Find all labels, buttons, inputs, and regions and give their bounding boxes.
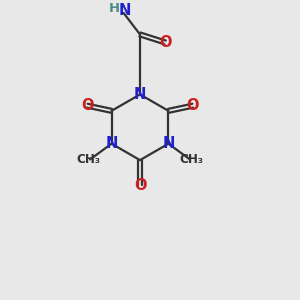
Text: CH₃: CH₃ [77, 153, 101, 166]
Text: O: O [187, 98, 199, 113]
Text: H: H [109, 2, 120, 15]
Text: N: N [134, 87, 146, 102]
Text: CH₃: CH₃ [179, 153, 203, 166]
Text: O: O [134, 178, 146, 193]
Text: O: O [159, 35, 171, 50]
Text: O: O [81, 98, 94, 113]
Text: N: N [162, 136, 175, 151]
Text: N: N [105, 136, 118, 151]
Text: N: N [119, 3, 131, 18]
